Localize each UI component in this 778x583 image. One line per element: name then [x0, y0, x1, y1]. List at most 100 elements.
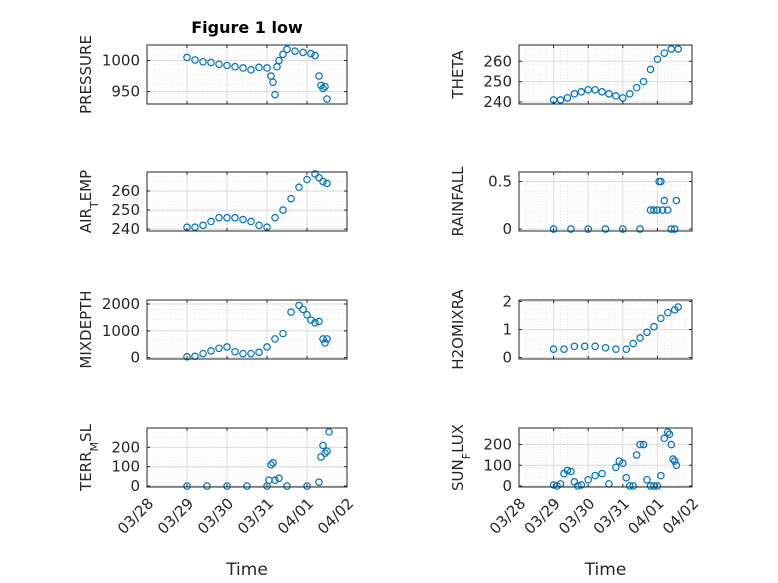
y-axis-label: MIXDEPTH [77, 290, 95, 368]
data-point [591, 342, 599, 351]
data-point [674, 303, 682, 311]
data-point [672, 196, 681, 205]
data-point [663, 428, 672, 436]
data-point [650, 206, 658, 214]
y-tick-label: 0 [502, 477, 512, 495]
data-point [207, 347, 215, 355]
y-tick-label: 260 [483, 52, 512, 70]
subplot-4: 0 0.5 RAINFALL [449, 166, 693, 238]
data-point [598, 87, 606, 96]
data-point [275, 56, 283, 65]
data-point [287, 308, 295, 316]
chart-title: Figure 1 low [191, 18, 303, 37]
data-point [291, 47, 299, 56]
data-point [574, 482, 582, 490]
data-point [636, 334, 644, 342]
data-point [311, 318, 319, 327]
data-point [319, 335, 327, 343]
data-point [271, 90, 279, 99]
data-point [639, 77, 648, 86]
data-point [287, 194, 295, 203]
data-point [199, 349, 207, 358]
data-point [657, 471, 665, 480]
data-point [622, 345, 631, 353]
data-point [315, 72, 323, 80]
data-point [255, 348, 263, 357]
data-point [207, 58, 215, 67]
data-point [183, 482, 191, 490]
data-point [207, 217, 215, 226]
y-tick-label: 100 [483, 456, 512, 474]
data-point [618, 225, 627, 233]
data-point [605, 90, 613, 98]
data-point [295, 183, 303, 192]
data-point [191, 223, 199, 231]
y-tick-label: 240 [111, 220, 140, 238]
x-axis-label: Time [225, 560, 268, 580]
data-point [622, 473, 631, 482]
data-point [269, 78, 277, 87]
data-point [303, 482, 311, 490]
data-point [639, 440, 648, 449]
y-tick-label: 100 [111, 458, 140, 476]
data-point [199, 57, 207, 66]
x-tick-label: 03/28 [486, 495, 529, 538]
y-axis-label: TERRMSL [77, 423, 101, 492]
data-point [577, 481, 586, 489]
data-point [629, 339, 637, 348]
y-tick-label: 0 [130, 477, 140, 495]
data-point [275, 474, 283, 483]
data-point [271, 213, 279, 222]
data-point [307, 49, 315, 58]
x-tick-label: 04/01 [624, 495, 667, 538]
data-point [567, 225, 575, 233]
data-point [223, 482, 231, 490]
data-point [591, 85, 599, 94]
data-point [663, 308, 672, 317]
y-tick-label: 260 [111, 182, 140, 200]
data-point [591, 471, 599, 480]
data-point [601, 225, 610, 233]
axes-box [518, 427, 693, 488]
data-point [667, 440, 676, 449]
y-tick-label: 0.5 [488, 173, 512, 191]
data-point [271, 476, 279, 485]
x-axis-label: Time [584, 560, 627, 580]
data-point [303, 175, 311, 184]
data-point [255, 63, 263, 72]
data-point [247, 217, 255, 226]
data-point [625, 482, 634, 490]
data-point [223, 213, 231, 222]
data-point [325, 428, 333, 436]
data-point [239, 349, 247, 358]
data-point [660, 196, 669, 205]
data-point [657, 314, 665, 323]
data-point [556, 96, 565, 104]
data-point [629, 482, 637, 490]
y-tick-label: 200 [111, 438, 140, 456]
data-point [560, 345, 568, 353]
data-point [299, 48, 307, 57]
y-tick-label: 0 [130, 349, 140, 367]
data-point [670, 457, 679, 465]
data-point [183, 53, 191, 62]
data-point [215, 60, 223, 69]
data-point [317, 453, 325, 461]
data-point [577, 87, 586, 96]
data-point [215, 213, 223, 222]
x-tick-label: 03/29 [521, 495, 564, 538]
data-point [323, 179, 331, 188]
data-point [667, 225, 676, 233]
y-tick-label: 250 [483, 73, 512, 91]
x-tick-label: 03/31 [234, 495, 277, 538]
x-tick-label: 04/01 [274, 495, 317, 538]
data-point [618, 459, 627, 467]
data-point [601, 343, 610, 352]
x-tick-label: 04/02 [659, 495, 702, 538]
data-point [279, 206, 287, 214]
data-point [315, 173, 323, 182]
data-point [295, 301, 303, 310]
